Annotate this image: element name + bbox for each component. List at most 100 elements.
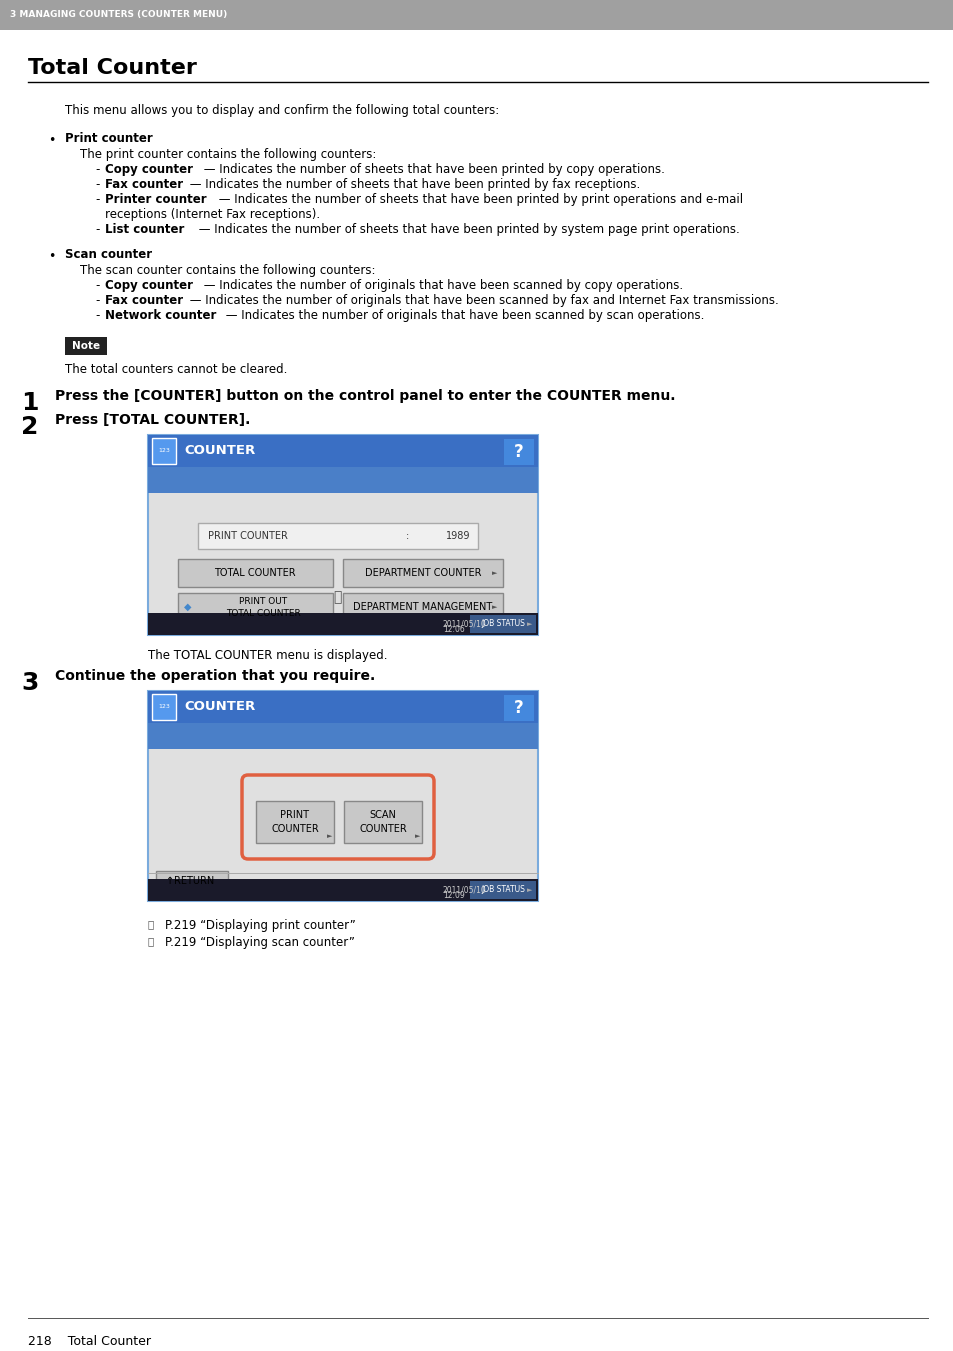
Text: JOB STATUS: JOB STATUS xyxy=(480,620,524,628)
Text: 📖: 📖 xyxy=(148,936,154,946)
Text: JOB STATUS: JOB STATUS xyxy=(480,885,524,894)
Text: COUNTER: COUNTER xyxy=(184,701,255,713)
FancyBboxPatch shape xyxy=(65,336,107,355)
Text: PRINT OUT: PRINT OUT xyxy=(238,597,287,605)
Text: 12:09: 12:09 xyxy=(442,892,464,901)
Text: — Indicates the number of sheets that have been printed by print operations and : — Indicates the number of sheets that ha… xyxy=(214,193,742,205)
Text: -: - xyxy=(95,309,99,322)
Bar xyxy=(503,694,534,721)
Text: Fax counter: Fax counter xyxy=(105,178,183,190)
Bar xyxy=(198,523,477,549)
Text: 2011/05/10: 2011/05/10 xyxy=(442,620,486,628)
Text: Note: Note xyxy=(71,340,100,351)
Bar xyxy=(0,0,953,30)
Bar xyxy=(178,593,333,621)
Text: 123: 123 xyxy=(158,449,170,454)
Text: 1: 1 xyxy=(21,390,39,415)
Text: •: • xyxy=(48,250,55,263)
Text: ►: ► xyxy=(527,888,532,893)
Bar xyxy=(148,467,537,493)
Text: Continue the operation that you require.: Continue the operation that you require. xyxy=(55,669,375,684)
Bar xyxy=(503,439,534,465)
Text: This menu allows you to display and confirm the following total counters:: This menu allows you to display and conf… xyxy=(65,104,498,118)
Text: 2: 2 xyxy=(21,415,39,439)
Text: The TOTAL COUNTER menu is displayed.: The TOTAL COUNTER menu is displayed. xyxy=(148,648,387,662)
Bar xyxy=(344,801,421,843)
Text: Copy counter: Copy counter xyxy=(105,163,193,176)
Text: ↑: ↑ xyxy=(166,875,174,886)
Text: COUNTER: COUNTER xyxy=(271,824,318,834)
Text: DEPARTMENT MANAGEMENT: DEPARTMENT MANAGEMENT xyxy=(353,603,492,612)
Text: 👍: 👍 xyxy=(333,590,341,604)
Text: ►: ► xyxy=(527,621,532,627)
Bar xyxy=(148,435,537,635)
Text: — Indicates the number of sheets that have been printed by system page print ope: — Indicates the number of sheets that ha… xyxy=(194,223,739,236)
Text: COUNTER: COUNTER xyxy=(184,444,255,458)
Text: RETURN: RETURN xyxy=(173,875,213,886)
Text: TOTAL COUNTER: TOTAL COUNTER xyxy=(226,608,300,617)
Text: -: - xyxy=(95,280,99,292)
Text: Copy counter: Copy counter xyxy=(105,280,193,292)
Text: The print counter contains the following counters:: The print counter contains the following… xyxy=(80,149,376,161)
Text: 3 MANAGING COUNTERS (COUNTER MENU): 3 MANAGING COUNTERS (COUNTER MENU) xyxy=(10,11,227,19)
Text: COUNTER: COUNTER xyxy=(358,824,406,834)
Bar xyxy=(178,559,333,586)
Bar xyxy=(152,694,175,720)
Text: — Indicates the number of originals that have been scanned by copy operations.: — Indicates the number of originals that… xyxy=(200,280,682,292)
Text: PRINT: PRINT xyxy=(280,811,309,820)
Text: ►: ► xyxy=(492,604,497,611)
Text: — Indicates the number of sheets that have been printed by copy operations.: — Indicates the number of sheets that ha… xyxy=(200,163,664,176)
Text: DEPARTMENT COUNTER: DEPARTMENT COUNTER xyxy=(364,567,480,578)
Text: •: • xyxy=(48,134,55,147)
Bar xyxy=(255,801,334,843)
Bar xyxy=(148,880,537,901)
Bar xyxy=(148,613,537,635)
Text: ►: ► xyxy=(492,570,497,576)
Text: -: - xyxy=(95,223,99,236)
Text: Press the [COUNTER] button on the control panel to enter the COUNTER menu.: Press the [COUNTER] button on the contro… xyxy=(55,389,675,403)
Text: receptions (Internet Fax receptions).: receptions (Internet Fax receptions). xyxy=(105,208,320,222)
Text: ►: ► xyxy=(327,834,333,839)
Text: 2011/05/10: 2011/05/10 xyxy=(442,885,486,894)
Bar xyxy=(148,723,537,748)
Text: — Indicates the number of originals that have been scanned by scan operations.: — Indicates the number of originals that… xyxy=(222,309,703,322)
Text: TOTAL COUNTER: TOTAL COUNTER xyxy=(214,567,295,578)
Text: The total counters cannot be cleared.: The total counters cannot be cleared. xyxy=(65,363,287,376)
Text: ?: ? xyxy=(514,698,523,717)
Text: The scan counter contains the following counters:: The scan counter contains the following … xyxy=(80,263,375,277)
Text: ?: ? xyxy=(514,443,523,461)
Text: SCAN: SCAN xyxy=(369,811,396,820)
Text: -: - xyxy=(95,295,99,307)
Text: -: - xyxy=(95,193,99,205)
Text: Total Counter: Total Counter xyxy=(28,58,196,78)
Text: P.219 “Displaying print counter”: P.219 “Displaying print counter” xyxy=(165,919,355,932)
Text: 218    Total Counter: 218 Total Counter xyxy=(28,1335,151,1348)
Text: P.219 “Displaying scan counter”: P.219 “Displaying scan counter” xyxy=(165,936,355,948)
Bar xyxy=(148,435,537,467)
Text: ◆: ◆ xyxy=(184,603,192,612)
Text: Network counter: Network counter xyxy=(105,309,216,322)
Bar xyxy=(470,615,536,634)
Text: — Indicates the number of sheets that have been printed by fax receptions.: — Indicates the number of sheets that ha… xyxy=(186,178,639,190)
Text: -: - xyxy=(95,178,99,190)
Text: -: - xyxy=(95,163,99,176)
Text: PRINT COUNTER: PRINT COUNTER xyxy=(208,531,288,540)
Text: Printer counter: Printer counter xyxy=(105,193,207,205)
Text: 123: 123 xyxy=(158,704,170,709)
Text: Fax counter: Fax counter xyxy=(105,295,183,307)
Text: 1989: 1989 xyxy=(445,531,470,540)
Text: List counter: List counter xyxy=(105,223,184,236)
Bar xyxy=(343,593,502,621)
Bar xyxy=(343,559,502,586)
Text: ►: ► xyxy=(415,834,420,839)
Bar xyxy=(470,881,536,898)
Text: — Indicates the number of originals that have been scanned by fax and Internet F: — Indicates the number of originals that… xyxy=(186,295,778,307)
Bar xyxy=(156,871,228,892)
Text: Print counter: Print counter xyxy=(65,132,152,145)
Bar xyxy=(148,690,537,901)
Text: 3: 3 xyxy=(21,671,39,694)
Text: Scan counter: Scan counter xyxy=(65,249,152,261)
Bar xyxy=(152,438,175,463)
Text: :: : xyxy=(406,531,409,540)
Bar xyxy=(148,690,537,723)
